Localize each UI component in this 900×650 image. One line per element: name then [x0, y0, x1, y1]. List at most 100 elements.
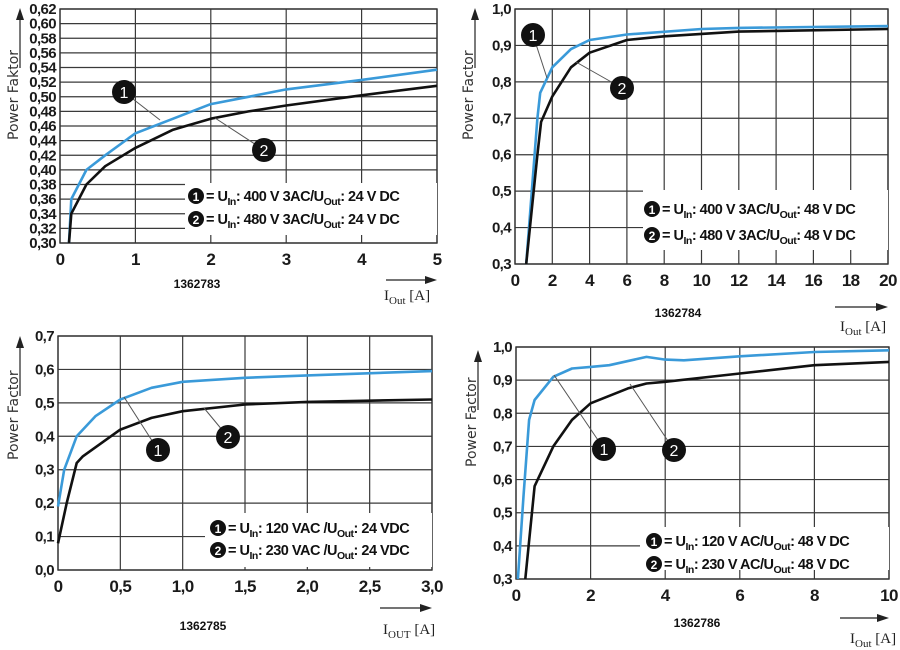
- legend-subscript: In: [683, 235, 691, 247]
- x-axis-title-sub: Out: [855, 638, 872, 650]
- legend-badge: [644, 201, 660, 217]
- x-axis-title-main: I: [384, 288, 389, 304]
- legend-badge-number: 2: [215, 544, 222, 558]
- y-arrow-head-icon: [474, 350, 482, 362]
- x-tick-label: 2: [548, 271, 557, 290]
- legend-background: [643, 190, 888, 250]
- x-tick-label: 1,0: [172, 577, 194, 596]
- x-tick-label: 8: [810, 586, 819, 605]
- y-tick-label: 0,58: [29, 30, 56, 47]
- legend-badge: [210, 520, 226, 536]
- legend-text: = U: [206, 212, 227, 228]
- y-tick-label: 0,56: [29, 45, 56, 62]
- x-axis-title-unit: [A]: [411, 622, 436, 638]
- y-tick-label: 0,52: [29, 74, 56, 91]
- x-axis-title: IOut [A]: [840, 319, 886, 338]
- x-axis-title: IOUT [A]: [383, 622, 435, 641]
- x-axis-title-main: I: [383, 622, 388, 638]
- series-1-line: [67, 68, 438, 244]
- x-tick-label: 3: [282, 250, 291, 269]
- legend-subscript: In: [249, 550, 257, 562]
- y-axis-title: Power Factor: [461, 50, 477, 140]
- legend-subscript: In: [685, 541, 693, 553]
- y-tick-label: 0,3: [35, 462, 54, 479]
- callout-number: 2: [260, 143, 269, 160]
- y-tick-label: 0,48: [29, 103, 56, 120]
- legend-text: = U: [228, 521, 249, 537]
- callout-number: 1: [529, 28, 538, 45]
- x-tick-label: 1,5: [234, 577, 256, 596]
- x-arrow-head-icon: [876, 303, 888, 311]
- series-2-line: [56, 398, 433, 544]
- legend-background: [640, 527, 889, 570]
- y-tick-label: 0,34: [29, 206, 57, 223]
- x-axis-title-unit: [A]: [872, 631, 897, 647]
- callout-number: 2: [670, 443, 679, 460]
- chart-1362783: 0,300,320,340,360,380,400,420,440,460,48…: [6, 1, 442, 307]
- y-tick-label: 0,9: [493, 372, 512, 389]
- legend-text: : 24 V DC: [340, 189, 400, 205]
- legend-text: = U: [228, 543, 249, 559]
- legend-text: : 480 V 3AC/U: [236, 212, 324, 228]
- legend-entry: = UIn: 480 V 3AC/UOut: 24 V DC: [206, 212, 400, 231]
- x-tick-label: 0: [54, 577, 63, 596]
- legend-entry: = UIn: 230 V AC/UOut: 48 V DC: [664, 557, 850, 576]
- y-tick-label: 0,62: [29, 1, 56, 18]
- legend-badge: [188, 211, 204, 227]
- x-arrow-head-icon: [420, 604, 432, 612]
- legend-badge-number: 1: [215, 522, 222, 536]
- legend-badge: [644, 227, 660, 243]
- legend-entry: = UIn: 400 V 3AC/UOut: 48 V DC: [662, 202, 856, 221]
- x-tick-label: 14: [767, 271, 786, 290]
- x-tick-label: 2,5: [359, 577, 381, 596]
- legend-subscript: Out: [337, 550, 355, 562]
- y-tick-label: 0,6: [492, 147, 511, 164]
- x-tick-label: 4: [357, 250, 367, 269]
- x-tick-label: 10: [693, 271, 711, 290]
- legend-subscript: Out: [324, 219, 342, 231]
- y-arrow-head-icon: [16, 8, 24, 20]
- series-2-line: [67, 84, 438, 244]
- y-tick-label: 0,7: [492, 110, 511, 127]
- chart-id-label: 1362784: [655, 306, 702, 320]
- y-tick-label: 0,46: [29, 118, 56, 135]
- x-tick-label: 18: [842, 271, 860, 290]
- legend-text: : 120 VAC /U: [258, 521, 337, 537]
- legend-subscript: In: [227, 196, 235, 208]
- x-tick-label: 4: [585, 271, 595, 290]
- callout-badge: [146, 438, 170, 462]
- legend-subscript: Out: [774, 541, 792, 553]
- legend-text: : 230 V AC/U: [694, 557, 774, 573]
- y-tick-label: 0,6: [35, 361, 54, 378]
- legend-text: : 400 V 3AC/U: [236, 189, 324, 205]
- series-1-line: [524, 24, 889, 265]
- legend-text: : 120 V AC/U: [694, 534, 774, 550]
- legend-text: : 48 V DC: [790, 534, 850, 550]
- series-2-line: [524, 360, 890, 580]
- x-tick-label: 4: [661, 586, 671, 605]
- legend-subscript: Out: [780, 235, 798, 247]
- y-tick-label: 1,0: [492, 1, 511, 18]
- legend-subscript: Out: [337, 528, 355, 540]
- y-axis-title: Power Factor: [6, 370, 22, 460]
- x-axis-title-main: I: [850, 631, 855, 647]
- callout-badge: [252, 138, 276, 162]
- legend-text: = U: [662, 228, 683, 244]
- legend-background: [205, 513, 432, 567]
- legend-subscript: In: [685, 564, 693, 576]
- x-arrow-head-icon: [425, 276, 437, 284]
- x-tick-label: 5: [433, 250, 442, 269]
- legend-badge: [646, 533, 662, 549]
- legend-subscript: In: [683, 209, 691, 221]
- legend-text: : 400 V 3AC/U: [692, 202, 780, 218]
- legend-entry: = UIn: 400 V 3AC/UOut: 24 V DC: [206, 189, 400, 208]
- y-tick-label: 0,4: [35, 428, 55, 445]
- x-arrow-head-icon: [877, 614, 889, 622]
- callout-badge: [592, 437, 616, 461]
- legend-entry: = UIn: 120 VAC /UOut: 24 VDC: [228, 521, 410, 540]
- plot-border: [515, 346, 890, 580]
- x-axis-title-sub: OUT: [388, 629, 411, 641]
- legend-entry: = UIn: 120 V AC/UOut: 48 V DC: [664, 534, 850, 553]
- y-arrow-head-icon: [16, 336, 24, 348]
- callout-badge: [216, 425, 240, 449]
